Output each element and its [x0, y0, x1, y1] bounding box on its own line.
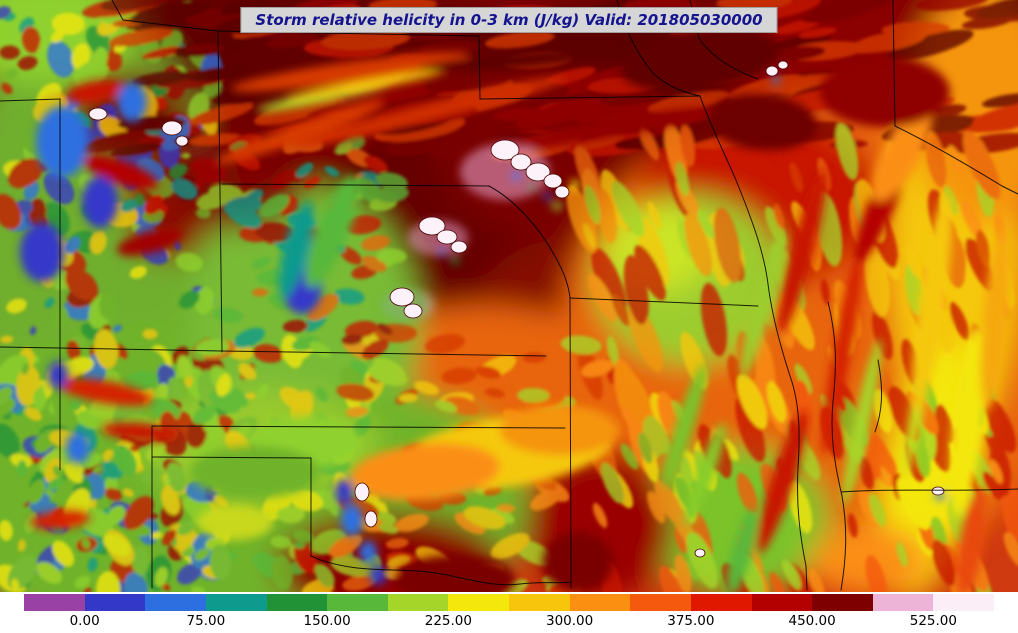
helicity-max-blob	[490, 139, 520, 161]
helicity-max-blob	[436, 229, 458, 245]
helicity-max-blob	[543, 173, 563, 189]
state-border-line	[689, 0, 759, 80]
helicity-max-blob	[450, 240, 468, 254]
state-border-line	[479, 95, 701, 100]
state-border-line	[478, 35, 481, 100]
colorbar-tick-label: 525.00	[909, 613, 957, 629]
helicity-max-blob	[694, 548, 706, 558]
colorbar-tick-label: 0.00	[69, 613, 100, 629]
colorbar-tick-label: 375.00	[667, 613, 715, 629]
state-border-line	[840, 488, 1018, 493]
helicity-max-blob	[777, 60, 789, 70]
helicity-max-blob	[510, 153, 532, 171]
state-border-line	[221, 183, 490, 187]
colorbar-cell	[266, 594, 328, 611]
colorbar-cell	[812, 594, 873, 611]
colorbar-cell	[145, 594, 206, 611]
colorbar-cell	[24, 594, 85, 611]
state-border-line	[488, 185, 571, 299]
helicity-max-blob	[354, 482, 370, 502]
state-border-line	[874, 359, 883, 433]
colorbar-cell	[690, 594, 752, 611]
state-border-line	[59, 347, 547, 357]
colorbar	[24, 594, 994, 611]
helicity-max-blob	[765, 65, 779, 77]
state-border-line	[151, 425, 566, 429]
map-title: Storm relative helicity in 0-3 km (J/kg)…	[240, 7, 778, 33]
colorbar-cell	[569, 594, 631, 611]
state-border-line	[0, 98, 61, 102]
helicity-max-blob	[525, 162, 551, 182]
colorbar-cell	[84, 594, 146, 611]
state-border-line	[151, 456, 312, 459]
colorbar-tick-label: 450.00	[788, 613, 836, 629]
state-border-line	[0, 346, 61, 349]
helicity-max-blob	[364, 510, 378, 528]
colorbar-tick-label: 225.00	[424, 613, 472, 629]
helicity-field-map	[0, 0, 1018, 592]
colorbar-tick-label: 75.00	[186, 613, 226, 629]
state-border-line	[569, 297, 759, 307]
colorbar-cell	[509, 594, 570, 611]
helicity-max-blob	[389, 287, 415, 307]
state-border-line	[827, 301, 847, 591]
state-border-line	[892, 0, 896, 127]
helicity-max-blob	[88, 107, 108, 121]
storm-max-blobs	[88, 60, 945, 558]
colorbar-cell	[872, 594, 934, 611]
colorbar-cell	[205, 594, 267, 611]
colorbar-tick-label: 150.00	[303, 613, 351, 629]
state-border-line	[699, 95, 808, 591]
state-border-line	[310, 555, 572, 586]
helicity-max-blob	[175, 135, 189, 147]
helicity-max-blob	[161, 120, 183, 136]
state-border-line	[894, 125, 1018, 195]
colorbar-labels: 0.00 75.00 150.00 225.00 300.00 375.00 450.00 5…	[0, 612, 1018, 633]
helicity-max-blob	[418, 216, 446, 236]
helicity-max-blob	[403, 303, 423, 319]
colorbar-cell	[448, 594, 509, 611]
helicity-max-blob	[931, 486, 945, 496]
state-border-line	[217, 30, 223, 353]
colorbar-cell	[933, 594, 994, 611]
colorbar-cell	[387, 594, 449, 611]
state-borders	[0, 0, 1018, 591]
state-border-line	[111, 0, 219, 32]
colorbar-cell	[630, 594, 691, 611]
state-border-line	[569, 297, 572, 589]
colorbar-cell	[751, 594, 813, 611]
map-title-text: Storm relative helicity in 0-3 km (J/kg)…	[255, 11, 763, 29]
helicity-max-blob	[554, 185, 570, 199]
colorbar-tick-label: 300.00	[546, 613, 594, 629]
colorbar-cell	[327, 594, 388, 611]
